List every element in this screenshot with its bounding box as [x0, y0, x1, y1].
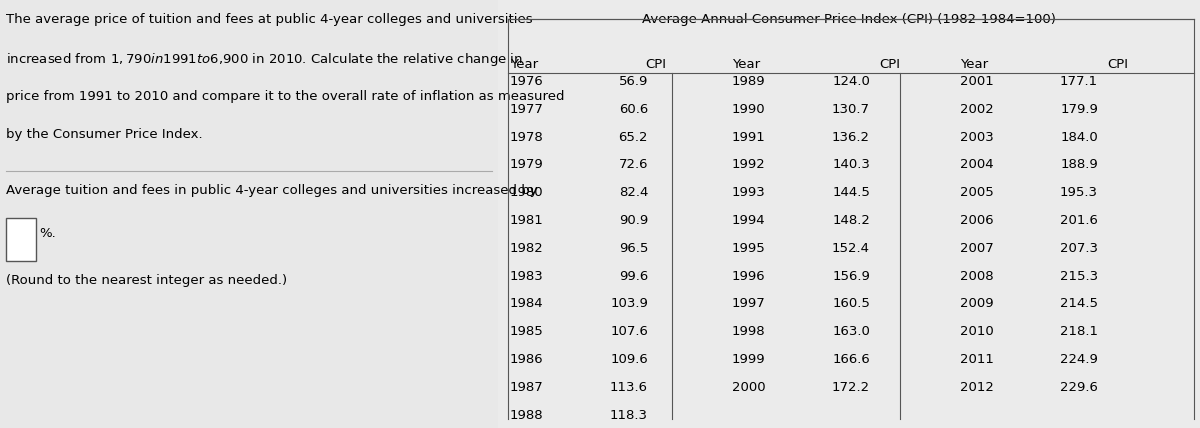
- Text: 90.9: 90.9: [619, 214, 648, 227]
- Text: (Round to the nearest integer as needed.): (Round to the nearest integer as needed.…: [6, 274, 287, 287]
- Text: 65.2: 65.2: [618, 131, 648, 143]
- Text: 2002: 2002: [960, 103, 994, 116]
- Text: price from 1991 to 2010 and compare it to the overall rate of inflation as measu: price from 1991 to 2010 and compare it t…: [6, 90, 564, 103]
- Text: 56.9: 56.9: [619, 75, 648, 88]
- Text: 184.0: 184.0: [1061, 131, 1098, 143]
- Text: 60.6: 60.6: [619, 103, 648, 116]
- Text: 109.6: 109.6: [611, 353, 648, 366]
- Text: 1989: 1989: [732, 75, 766, 88]
- Text: 195.3: 195.3: [1060, 186, 1098, 199]
- Text: 2011: 2011: [960, 353, 994, 366]
- Text: 218.1: 218.1: [1060, 325, 1098, 338]
- Text: CPI: CPI: [646, 58, 666, 71]
- Text: 1996: 1996: [732, 270, 766, 282]
- Text: Year: Year: [510, 58, 538, 71]
- Text: 2007: 2007: [960, 242, 994, 255]
- Text: by the Consumer Price Index.: by the Consumer Price Index.: [6, 128, 203, 141]
- Text: 166.6: 166.6: [833, 353, 870, 366]
- Text: 2006: 2006: [960, 214, 994, 227]
- Text: 1993: 1993: [732, 186, 766, 199]
- Text: 96.5: 96.5: [619, 242, 648, 255]
- Text: 118.3: 118.3: [610, 409, 648, 422]
- Text: 1980: 1980: [510, 186, 544, 199]
- Text: 2000: 2000: [732, 381, 766, 394]
- Text: %.: %.: [40, 227, 56, 240]
- Text: 1994: 1994: [732, 214, 766, 227]
- Text: 1983: 1983: [510, 270, 544, 282]
- FancyBboxPatch shape: [0, 0, 498, 428]
- Text: 130.7: 130.7: [832, 103, 870, 116]
- Text: 160.5: 160.5: [832, 297, 870, 310]
- Text: Year: Year: [732, 58, 760, 71]
- Text: increased from $1,790 in 1991 to $6,900 in 2010. Calculate the relative change i: increased from $1,790 in 1991 to $6,900 …: [6, 51, 523, 68]
- Text: 1999: 1999: [732, 353, 766, 366]
- Text: 1992: 1992: [732, 158, 766, 171]
- Text: CPI: CPI: [1108, 58, 1128, 71]
- Text: 156.9: 156.9: [832, 270, 870, 282]
- Text: 144.5: 144.5: [832, 186, 870, 199]
- Text: 188.9: 188.9: [1061, 158, 1098, 171]
- Text: 179.9: 179.9: [1060, 103, 1098, 116]
- FancyBboxPatch shape: [498, 0, 1200, 428]
- Text: 1982: 1982: [510, 242, 544, 255]
- Text: 2003: 2003: [960, 131, 994, 143]
- Text: 172.2: 172.2: [832, 381, 870, 394]
- Text: Year: Year: [960, 58, 988, 71]
- FancyBboxPatch shape: [6, 218, 36, 261]
- Text: 1988: 1988: [510, 409, 544, 422]
- Text: The average price of tuition and fees at public 4-year colleges and universities: The average price of tuition and fees at…: [6, 13, 533, 26]
- Text: 1984: 1984: [510, 297, 544, 310]
- Text: 1979: 1979: [510, 158, 544, 171]
- Text: 136.2: 136.2: [832, 131, 870, 143]
- Text: 224.9: 224.9: [1060, 353, 1098, 366]
- Text: 2010: 2010: [960, 325, 994, 338]
- Text: 148.2: 148.2: [832, 214, 870, 227]
- Text: 1981: 1981: [510, 214, 544, 227]
- Text: 140.3: 140.3: [832, 158, 870, 171]
- Text: 113.6: 113.6: [610, 381, 648, 394]
- Text: 1978: 1978: [510, 131, 544, 143]
- Text: 2008: 2008: [960, 270, 994, 282]
- Text: 2004: 2004: [960, 158, 994, 171]
- Text: 163.0: 163.0: [832, 325, 870, 338]
- Text: Average Annual Consumer Price Index (CPI) (1982-1984=100): Average Annual Consumer Price Index (CPI…: [642, 13, 1056, 26]
- Text: 1986: 1986: [510, 353, 544, 366]
- Text: 1987: 1987: [510, 381, 544, 394]
- Text: 1998: 1998: [732, 325, 766, 338]
- Text: 1976: 1976: [510, 75, 544, 88]
- Text: 103.9: 103.9: [610, 297, 648, 310]
- Text: 177.1: 177.1: [1060, 75, 1098, 88]
- Text: 229.6: 229.6: [1060, 381, 1098, 394]
- Text: CPI: CPI: [878, 58, 900, 71]
- Text: 82.4: 82.4: [619, 186, 648, 199]
- Text: 1997: 1997: [732, 297, 766, 310]
- Text: 152.4: 152.4: [832, 242, 870, 255]
- Text: 1990: 1990: [732, 103, 766, 116]
- Text: 214.5: 214.5: [1060, 297, 1098, 310]
- Text: 1977: 1977: [510, 103, 544, 116]
- Text: 215.3: 215.3: [1060, 270, 1098, 282]
- Text: 1985: 1985: [510, 325, 544, 338]
- Text: 124.0: 124.0: [832, 75, 870, 88]
- Text: 107.6: 107.6: [610, 325, 648, 338]
- Text: 2005: 2005: [960, 186, 994, 199]
- Text: 2009: 2009: [960, 297, 994, 310]
- Text: 1991: 1991: [732, 131, 766, 143]
- Text: 2001: 2001: [960, 75, 994, 88]
- Text: 72.6: 72.6: [618, 158, 648, 171]
- Text: 99.6: 99.6: [619, 270, 648, 282]
- Text: 2012: 2012: [960, 381, 994, 394]
- Text: 207.3: 207.3: [1060, 242, 1098, 255]
- Text: 1995: 1995: [732, 242, 766, 255]
- Text: Average tuition and fees in public 4-year colleges and universities increased by: Average tuition and fees in public 4-yea…: [6, 184, 538, 197]
- Text: 201.6: 201.6: [1060, 214, 1098, 227]
